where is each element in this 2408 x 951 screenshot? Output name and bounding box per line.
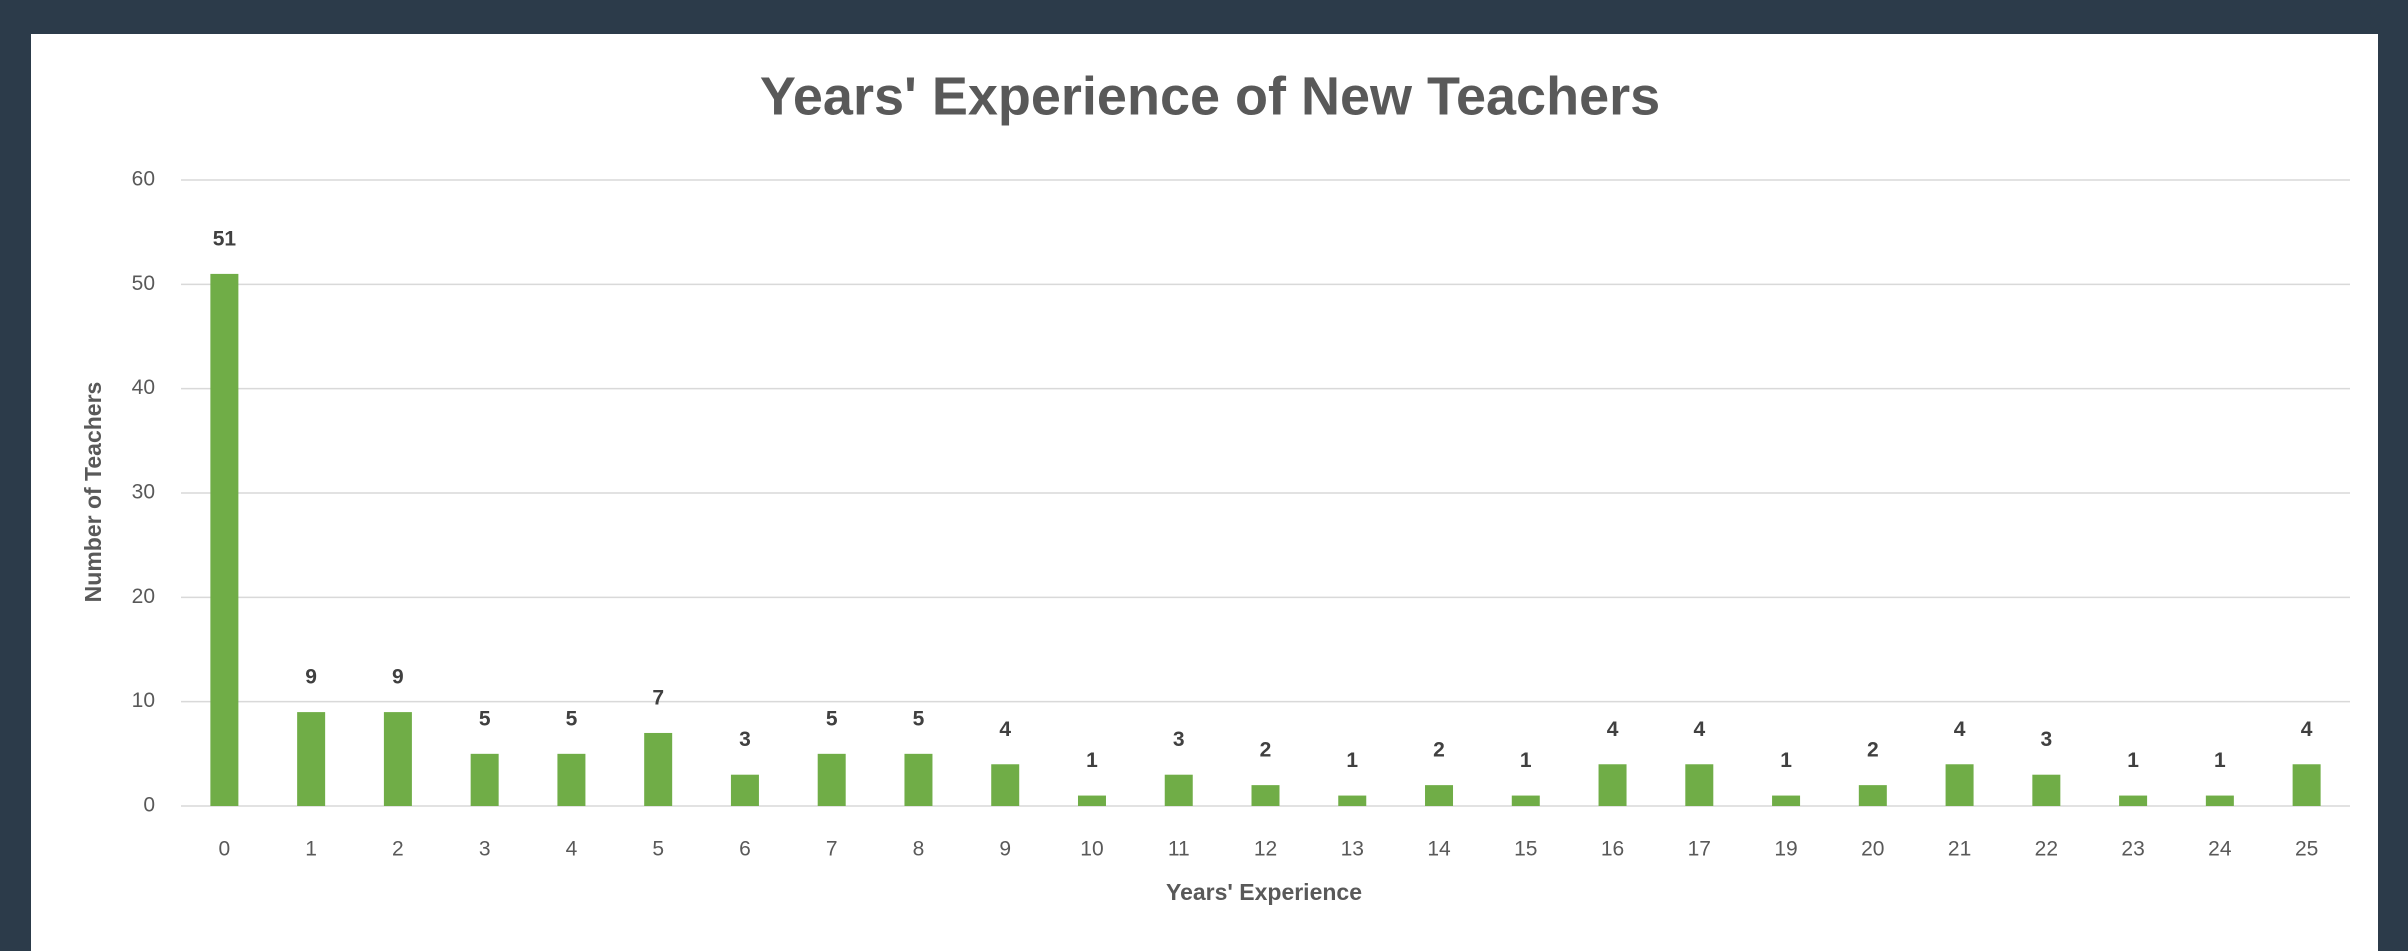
x-axis-title: Years' Experience <box>1166 879 1362 905</box>
x-tick-label: 24 <box>2208 838 2232 861</box>
x-tick-label: 5 <box>652 838 664 861</box>
data-label: 1 <box>1086 749 1098 772</box>
data-label: 3 <box>739 728 751 751</box>
data-label: 2 <box>1260 739 1272 762</box>
bar <box>470 753 499 806</box>
bar <box>1338 795 1367 806</box>
x-tick-label: 21 <box>1948 838 1971 861</box>
bar <box>1858 785 1887 806</box>
data-label: 7 <box>652 687 664 710</box>
bar <box>644 732 673 806</box>
bar <box>1425 785 1454 806</box>
bar <box>2119 795 2148 806</box>
data-label: 9 <box>392 666 404 689</box>
data-label: 4 <box>1954 718 1966 741</box>
y-tick-label: 20 <box>132 585 155 608</box>
bar <box>557 753 586 806</box>
bar <box>297 712 326 806</box>
bar <box>2292 764 2321 806</box>
x-tick-label: 22 <box>2035 838 2058 861</box>
y-tick-label: 0 <box>143 794 155 817</box>
x-tick-label: 19 <box>1774 838 1797 861</box>
x-tick-label: 0 <box>219 838 231 861</box>
y-tick-label: 40 <box>132 376 155 399</box>
bar <box>904 753 933 806</box>
y-tick-label: 60 <box>132 168 155 191</box>
bar <box>383 712 412 806</box>
bar <box>1598 764 1627 806</box>
data-label: 5 <box>479 707 491 730</box>
data-label: 1 <box>1520 749 1532 772</box>
data-label: 5 <box>826 707 838 730</box>
x-tick-label: 6 <box>739 838 751 861</box>
x-tick-label: 11 <box>1168 838 1190 861</box>
x-tick-label: 25 <box>2295 838 2318 861</box>
data-label: 2 <box>1867 739 1879 762</box>
data-label: 1 <box>2127 749 2139 772</box>
data-label: 4 <box>999 718 1011 741</box>
bar <box>991 764 1020 806</box>
bar <box>1164 774 1193 806</box>
data-label: 5 <box>913 707 925 730</box>
data-label: 3 <box>2040 728 2052 751</box>
bar <box>817 753 846 806</box>
bar <box>1945 764 1974 806</box>
x-tick-label: 17 <box>1688 838 1711 861</box>
bar <box>730 774 759 806</box>
bar <box>2032 774 2061 806</box>
x-tick-label: 9 <box>999 838 1011 861</box>
data-label: 1 <box>2214 749 2226 772</box>
x-tick-label: 20 <box>1861 838 1884 861</box>
x-tick-label: 16 <box>1601 838 1624 861</box>
y-tick-label: 30 <box>132 481 155 504</box>
x-tick-label: 1 <box>305 838 317 861</box>
data-label: 4 <box>1693 718 1705 741</box>
data-label: 3 <box>1173 728 1185 751</box>
bar <box>1772 795 1801 806</box>
data-label: 4 <box>2301 718 2313 741</box>
y-tick-label: 10 <box>132 689 155 712</box>
chart-title: Years' Experience of New Teachers <box>760 66 1660 126</box>
x-tick-label: 10 <box>1080 838 1103 861</box>
x-tick-label: 14 <box>1427 838 1451 861</box>
x-tick-label: 3 <box>479 838 491 861</box>
data-label: 2 <box>1433 739 1445 762</box>
bar <box>210 273 239 806</box>
bar <box>1251 785 1280 806</box>
data-label: 4 <box>1607 718 1619 741</box>
x-tick-label: 8 <box>913 838 925 861</box>
y-tick-label: 50 <box>132 272 155 295</box>
data-label: 1 <box>1780 749 1792 772</box>
x-tick-label: 13 <box>1341 838 1364 861</box>
x-tick-label: 15 <box>1514 838 1537 861</box>
data-label: 5 <box>566 707 578 730</box>
bar <box>1511 795 1540 806</box>
x-tick-label: 12 <box>1254 838 1277 861</box>
x-tick-label: 23 <box>2121 838 2144 861</box>
x-tick-label: 2 <box>392 838 404 861</box>
y-axis-title: Number of Teachers <box>80 382 106 603</box>
bar <box>1077 795 1106 806</box>
data-label: 51 <box>213 227 237 250</box>
data-label: 9 <box>305 666 317 689</box>
x-tick-label: 7 <box>826 838 838 861</box>
bar <box>2205 795 2234 806</box>
x-tick-label: 4 <box>566 838 578 861</box>
data-label: 1 <box>1346 749 1358 772</box>
bar <box>1685 764 1714 806</box>
